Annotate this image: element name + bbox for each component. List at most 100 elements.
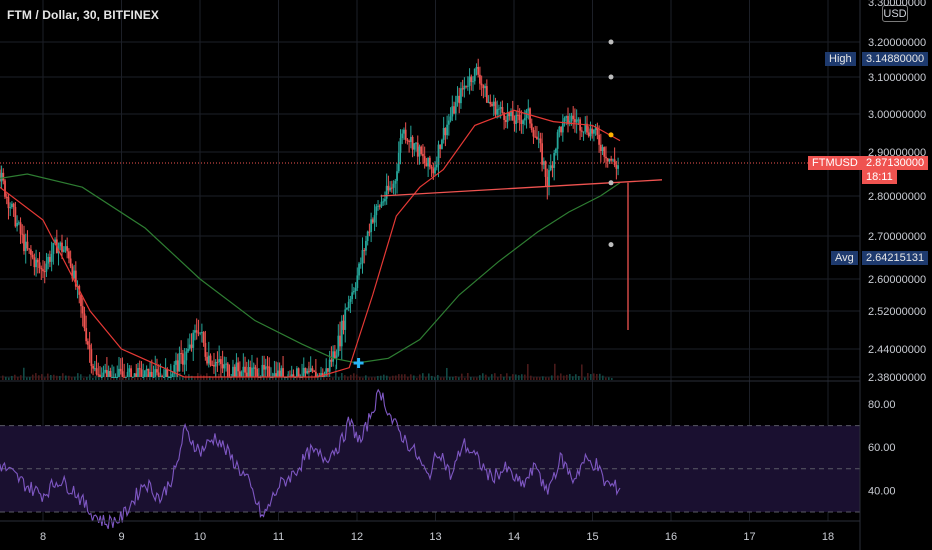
time-tick-label: 14 [508, 531, 520, 543]
candle [420, 145, 423, 156]
candle [359, 257, 362, 269]
volume-bar [230, 376, 232, 380]
volume-bar [518, 375, 520, 380]
volume-bar [359, 376, 361, 380]
candle [111, 364, 113, 378]
candle [83, 306, 86, 332]
volume-bar [17, 376, 19, 380]
rsi-line [0, 388, 621, 529]
volume-bar [140, 377, 142, 380]
volume-bar [248, 376, 250, 380]
volume-bar [497, 377, 499, 380]
volume-bar [404, 374, 406, 380]
candle [197, 319, 200, 337]
candle [520, 110, 523, 134]
time-tick-label: 10 [194, 531, 206, 543]
candle [31, 251, 34, 260]
candle [81, 297, 84, 327]
volume-bar [305, 376, 307, 380]
volume-bar [137, 377, 139, 380]
candle [295, 366, 298, 377]
candle [64, 239, 67, 253]
volume-bar [407, 376, 409, 380]
price-tick-label: 2.80000000 [868, 191, 926, 203]
candle [441, 138, 443, 150]
candle [387, 175, 390, 195]
candle [506, 103, 509, 129]
candle [399, 129, 402, 165]
volume-bar [344, 375, 346, 380]
candle [460, 82, 462, 109]
price-axis[interactable]: 3.200000003.100000003.000000002.90000000… [868, 37, 926, 384]
volume-bar [563, 375, 565, 380]
candle [119, 358, 122, 375]
volume-bar [362, 377, 364, 380]
candle [304, 367, 307, 377]
neckline-trendline[interactable] [380, 179, 663, 197]
candle [256, 357, 259, 377]
volume-bar [548, 377, 550, 380]
candle [553, 149, 556, 181]
volume-bar [182, 375, 184, 380]
volume-bar [134, 374, 136, 380]
candle [35, 249, 37, 277]
time-axis[interactable]: 8 9 10 11 12 13 14 15 16 17 18 [40, 531, 834, 543]
candle [504, 115, 507, 129]
candle [617, 157, 619, 176]
candle [207, 341, 210, 368]
candle [142, 363, 145, 378]
volume-bar [11, 375, 13, 380]
candle [137, 362, 139, 377]
volume-bar [455, 376, 457, 380]
candle [574, 108, 576, 133]
chart-title: FTM / Dollar, 30, BITFINEX [7, 8, 159, 22]
candle [390, 180, 393, 193]
candle [328, 350, 331, 377]
volume-bar [326, 377, 328, 380]
candle [100, 367, 103, 378]
volume-bar [437, 375, 439, 380]
volume-bar [395, 375, 397, 380]
candle [102, 365, 105, 377]
candle [330, 346, 333, 367]
candle [185, 348, 188, 372]
volume-bar [98, 375, 100, 380]
currency-button[interactable]: USD [882, 5, 908, 22]
candle [589, 121, 592, 141]
candle [161, 374, 164, 378]
candle [145, 365, 148, 377]
candle [473, 68, 476, 85]
candle [302, 357, 305, 377]
candle [194, 324, 196, 341]
candle [344, 303, 347, 343]
candle [38, 252, 41, 274]
volume-bar [86, 376, 88, 380]
candle [40, 265, 43, 281]
candle [384, 191, 386, 206]
volume-bar [446, 367, 448, 380]
candle [33, 253, 36, 276]
candle [389, 181, 392, 192]
candle [97, 362, 100, 377]
volume-bar [521, 374, 523, 380]
candle [138, 360, 141, 377]
rsi-axis[interactable]: 80.00 60.00 40.00 [868, 399, 896, 497]
candle [556, 129, 559, 161]
plus-marker[interactable] [353, 358, 364, 368]
candle [575, 109, 578, 134]
candle [356, 267, 359, 291]
candle [468, 68, 471, 95]
volume-bar [512, 374, 514, 380]
volume-bar [590, 374, 592, 380]
candle [489, 94, 492, 107]
candle [118, 356, 120, 377]
candle [503, 111, 506, 130]
candle [349, 295, 352, 314]
candle [90, 343, 93, 374]
price-tick-label: 2.44000000 [868, 344, 926, 356]
symbol-label: FTMUSD [808, 156, 862, 170]
volume-bar [515, 374, 517, 380]
candle [365, 235, 367, 256]
price-tick-label: 3.00000000 [868, 109, 926, 121]
